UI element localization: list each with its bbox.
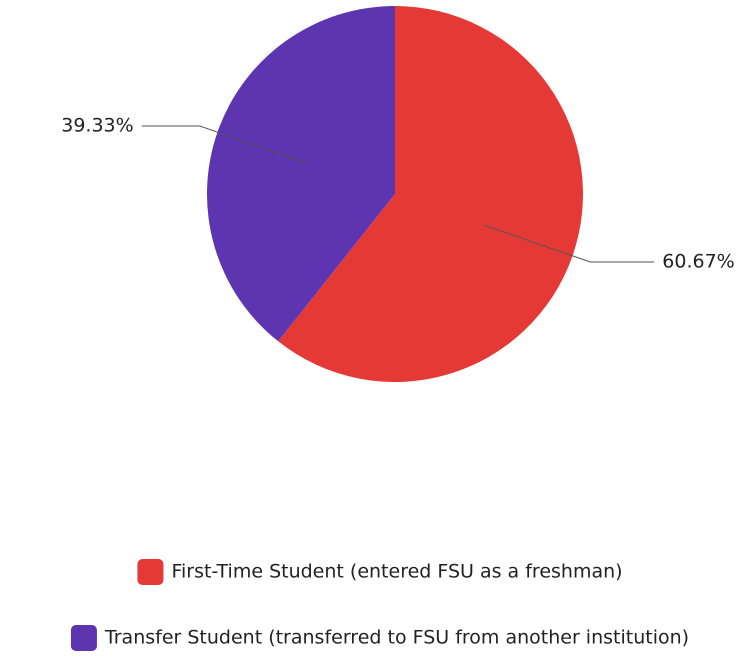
pie-slice xyxy=(278,6,583,383)
data-label: 39.33% xyxy=(61,114,133,136)
pie-slice xyxy=(206,6,395,342)
legend-label: First-Time Student (entered FSU as a fre… xyxy=(171,561,622,583)
legend-swatch xyxy=(137,559,164,585)
data-label: 60.67% xyxy=(662,251,734,273)
leader-line xyxy=(483,224,655,263)
legend-label: Transfer Student (transferred to FSU fro… xyxy=(104,627,689,649)
legend-swatch xyxy=(70,625,97,651)
leader-line xyxy=(141,125,307,164)
